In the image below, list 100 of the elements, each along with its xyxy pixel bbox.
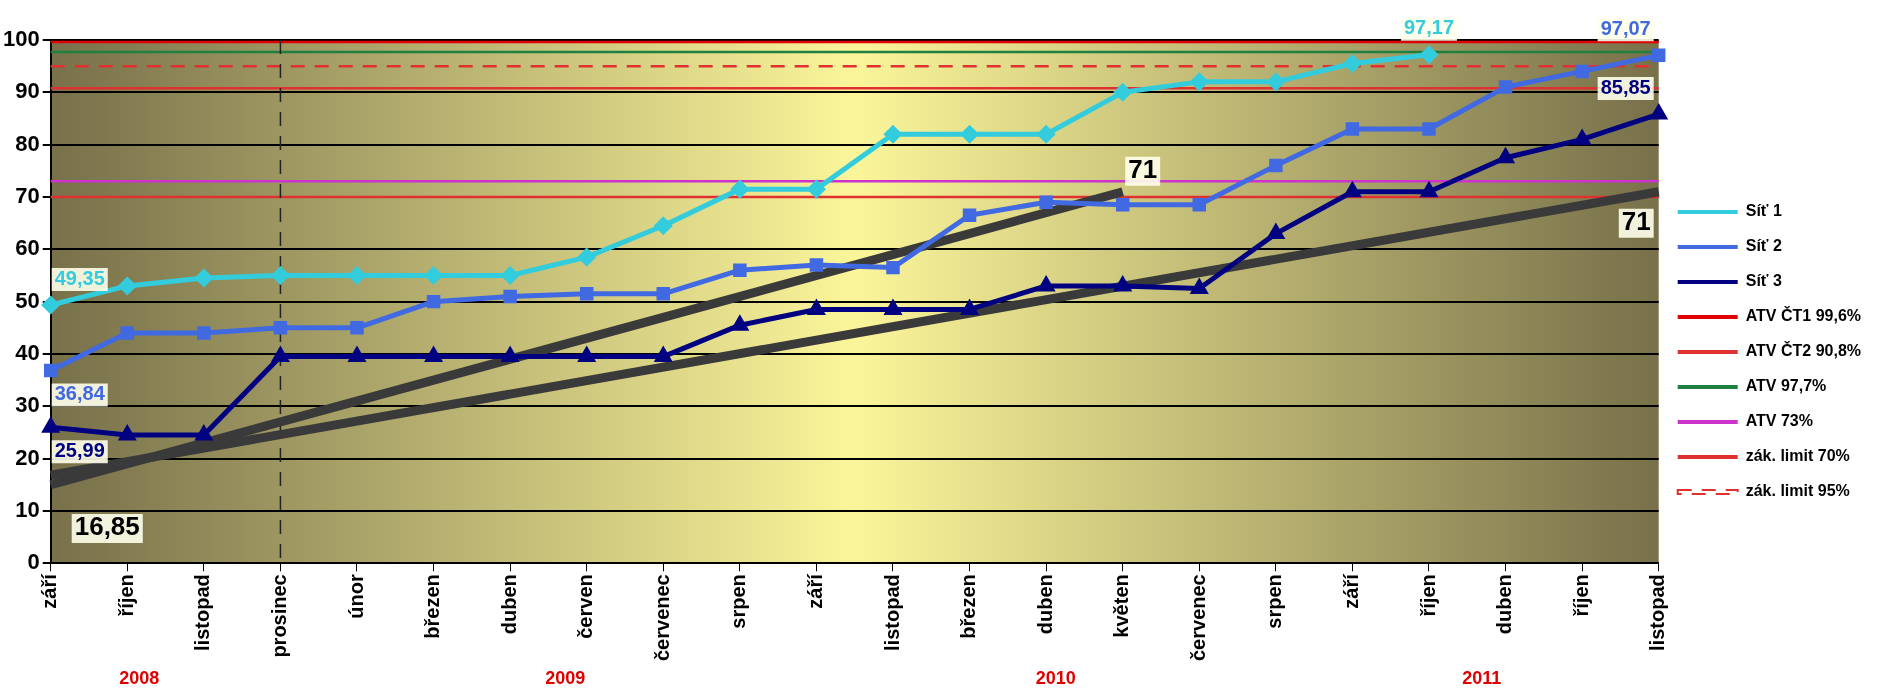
legend-label: Síť 3 — [1745, 272, 1782, 290]
point — [1345, 122, 1360, 136]
x-tick-label: duben — [1493, 574, 1516, 635]
y-tick-label: 40 — [15, 340, 40, 366]
y-tick-label: 10 — [15, 497, 40, 522]
point — [733, 263, 747, 277]
x-tick-label: únor — [344, 574, 367, 619]
x-tick-label: srpen — [1263, 574, 1286, 629]
point — [886, 260, 900, 275]
point — [579, 287, 594, 301]
point — [273, 321, 288, 335]
y-tick-label: 90 — [15, 78, 40, 104]
x-tick-label: březen — [421, 574, 444, 639]
x-tick-label: červenec — [1186, 574, 1209, 662]
x-tick-label: září — [38, 572, 61, 609]
x-tick-label: duben — [497, 574, 520, 635]
point — [1113, 275, 1133, 292]
y-tick-label: 80 — [15, 130, 40, 156]
point — [42, 296, 60, 314]
x-tick-label: duben — [1033, 574, 1056, 635]
data-label: 97,17 — [1403, 16, 1455, 39]
data-label: 25,99 — [54, 438, 105, 461]
point — [43, 363, 58, 378]
x-tick-label: květen — [1110, 574, 1133, 638]
x-tick-label: říjen — [114, 574, 137, 617]
point — [425, 266, 443, 284]
point — [41, 416, 60, 433]
legend-label: ATV ČT1 99,6% — [1745, 306, 1861, 325]
point — [1267, 73, 1285, 91]
data-label: 97,07 — [1600, 16, 1651, 39]
point — [1651, 48, 1666, 63]
legend-label: ATV ČT2 90,8% — [1745, 341, 1861, 360]
point — [117, 424, 137, 441]
data-label: 71 — [1128, 153, 1158, 184]
y-tick-label: 0 — [27, 549, 40, 575]
point — [731, 180, 749, 198]
point — [194, 424, 214, 441]
data-label: 71 — [1621, 205, 1651, 236]
point — [1269, 158, 1283, 173]
point — [1114, 83, 1132, 101]
point — [1343, 55, 1361, 73]
y-tick-label: 30 — [15, 392, 40, 418]
point — [1037, 125, 1055, 143]
x-tick-label: listopad — [1646, 574, 1669, 651]
point — [961, 125, 979, 143]
x-tick-label: prosinec — [267, 574, 290, 658]
x-tick-label: červen — [574, 574, 597, 639]
y-tick-label: 60 — [15, 235, 40, 261]
x-tick-label: listopad — [880, 574, 903, 651]
point — [120, 326, 135, 340]
x-tick-label: říjen — [1569, 574, 1592, 617]
point — [501, 266, 519, 284]
point — [654, 217, 672, 235]
legend-label: zák. limit 95% — [1745, 482, 1850, 500]
point — [503, 289, 517, 304]
x-tick-label: září — [803, 572, 826, 609]
x-tick-label: listopad — [191, 574, 214, 651]
point — [1192, 198, 1207, 212]
point — [809, 258, 824, 272]
point — [1039, 195, 1053, 209]
point — [348, 266, 366, 284]
point — [1498, 80, 1513, 94]
point — [271, 266, 289, 284]
text: 2009 — [545, 667, 586, 688]
point — [426, 294, 441, 309]
y-tick-label: 70 — [15, 183, 40, 209]
point — [1420, 46, 1438, 64]
point — [656, 287, 671, 301]
x-tick-label: září — [1339, 572, 1362, 609]
point — [807, 180, 825, 198]
legend-label: ATV 73% — [1745, 412, 1813, 430]
legend-label: Síť 2 — [1745, 237, 1782, 255]
data-label: 16,85 — [74, 511, 140, 542]
x-tick-label: březen — [957, 574, 980, 639]
point — [1190, 73, 1208, 91]
point — [732, 314, 750, 331]
x-tick-label: červenec — [650, 574, 673, 662]
data-label: 85,85 — [1600, 75, 1651, 98]
x-tick-label: srpen — [727, 574, 750, 629]
point — [884, 125, 902, 143]
point — [962, 208, 977, 223]
legend-label: zák. limit 70% — [1745, 447, 1850, 465]
text: 2010 — [1035, 667, 1076, 688]
point — [1575, 64, 1589, 79]
point — [578, 248, 596, 266]
point — [350, 321, 364, 335]
data-label: 36,84 — [54, 382, 106, 405]
point — [1115, 198, 1130, 212]
y-tick-label: 50 — [15, 287, 40, 313]
point — [118, 277, 136, 295]
point — [197, 326, 211, 340]
text: 2011 — [1462, 667, 1502, 688]
y-tick-label: 20 — [15, 444, 40, 470]
point — [807, 298, 826, 315]
point — [883, 298, 903, 315]
legend-label: ATV 97,7% — [1745, 377, 1827, 395]
text: 2008 — [119, 667, 160, 688]
y-tick-label: 100 — [2, 26, 40, 52]
point — [195, 269, 213, 287]
x-tick-label: říjen — [1416, 574, 1439, 617]
